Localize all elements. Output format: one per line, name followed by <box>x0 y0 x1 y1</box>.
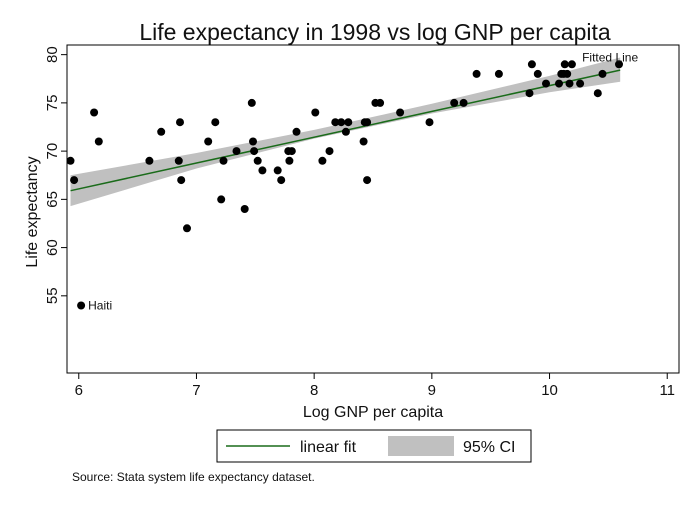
data-point <box>331 118 340 127</box>
data-point <box>527 60 536 69</box>
data-point <box>325 147 334 156</box>
annotations-layer: Haiti Fitted Line <box>88 50 638 312</box>
data-point <box>183 224 191 233</box>
data-point <box>563 69 572 78</box>
data-point <box>363 118 372 127</box>
data-point <box>70 176 79 185</box>
data-point <box>311 108 320 117</box>
data-point <box>287 147 296 156</box>
data-point <box>555 79 563 88</box>
x-axis-label: Log GNP per capita <box>303 404 443 421</box>
y-axis-ticks: 55 60 65 70 75 80 <box>44 46 67 304</box>
data-point <box>344 118 353 127</box>
data-point <box>396 108 405 117</box>
data-point <box>292 127 301 136</box>
legend-ci-swatch <box>388 436 454 456</box>
data-point <box>376 98 385 107</box>
data-point <box>598 69 607 78</box>
x-tick-label: 7 <box>192 382 200 399</box>
x-axis-ticks: 6 7 8 9 10 11 <box>75 373 675 399</box>
data-point <box>250 147 259 156</box>
data-point <box>258 166 267 175</box>
data-point <box>494 69 503 78</box>
data-point <box>542 79 550 88</box>
data-point <box>363 176 372 185</box>
data-point <box>273 166 282 175</box>
data-point <box>565 79 574 88</box>
y-tick-label: 75 <box>44 95 61 112</box>
data-point <box>157 127 166 136</box>
data-point <box>525 89 534 98</box>
data-point <box>232 147 241 156</box>
data-point <box>277 176 286 185</box>
data-point <box>560 60 569 69</box>
data-point <box>145 156 154 165</box>
data-point <box>247 98 256 107</box>
data-point <box>533 69 542 78</box>
data-point <box>90 108 99 117</box>
data-point <box>177 176 186 185</box>
x-tick-label: 8 <box>310 382 318 399</box>
data-point <box>176 118 184 127</box>
data-point <box>459 98 468 107</box>
x-tick-label: 11 <box>659 382 675 399</box>
y-tick-label: 70 <box>44 143 61 160</box>
data-point <box>253 156 262 165</box>
data-point <box>66 156 75 165</box>
point-annotation: Haiti <box>88 298 112 312</box>
legend-ci-label: 95% CI <box>463 439 515 456</box>
data-point <box>337 118 346 127</box>
data-point <box>318 156 327 165</box>
data-point <box>217 195 226 204</box>
data-point <box>211 118 220 127</box>
data-point <box>285 156 294 165</box>
source-note: Source: Stata system life expectancy dat… <box>72 470 315 484</box>
data-point <box>174 156 183 165</box>
chart-title: Life expectancy in 1998 vs log GNP per c… <box>139 19 611 45</box>
data-point <box>615 60 623 69</box>
data-point <box>240 205 249 213</box>
data-point <box>472 69 481 78</box>
data-point <box>219 156 228 165</box>
y-tick-label: 60 <box>44 239 61 256</box>
y-tick-label: 80 <box>44 46 61 63</box>
data-point <box>450 98 459 107</box>
legend-fit-label: linear fit <box>300 439 357 456</box>
data-point <box>425 118 434 127</box>
y-tick-label: 65 <box>44 191 61 208</box>
data-point <box>567 60 576 69</box>
plot-area <box>66 44 680 374</box>
x-tick-label: 10 <box>541 382 558 399</box>
data-point <box>204 137 213 146</box>
x-tick-label: 6 <box>75 382 83 399</box>
y-axis-label: Life expectancy <box>24 156 41 267</box>
data-point <box>359 137 368 146</box>
data-point <box>77 301 86 310</box>
y-tick-label: 55 <box>44 287 61 304</box>
data-point <box>249 137 257 146</box>
point-annotation: Fitted Line <box>582 50 638 64</box>
x-tick-label: 9 <box>428 382 436 399</box>
data-point <box>576 79 585 88</box>
data-point <box>593 89 602 98</box>
legend: linear fit 95% CI <box>216 429 532 463</box>
data-point <box>341 127 350 136</box>
data-points-layer <box>66 60 623 310</box>
data-point <box>94 137 103 146</box>
